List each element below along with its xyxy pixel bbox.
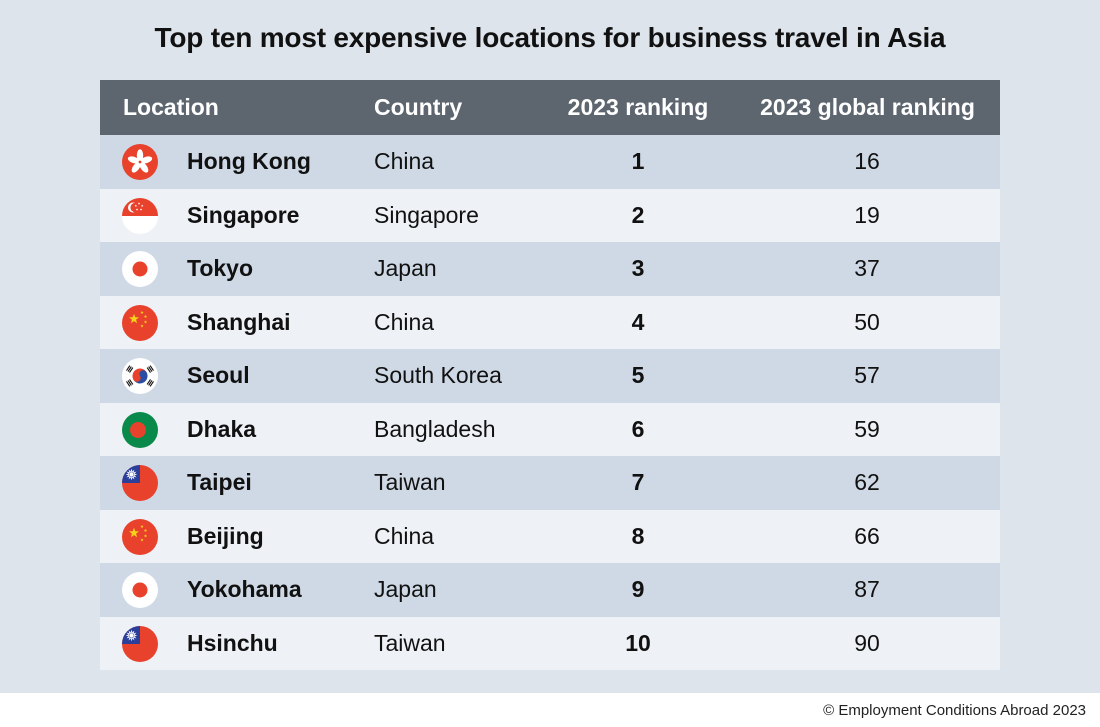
country-cell: Singapore xyxy=(374,201,479,228)
location-cell: Seoul xyxy=(187,362,250,389)
table-row: Shanghai China 4 50 xyxy=(100,295,1000,349)
ranking-cell: 10 xyxy=(625,629,651,656)
country-cell: South Korea xyxy=(374,362,502,389)
table-row: Hong Kong China 1 16 xyxy=(100,135,1000,189)
global-ranking-cell: 66 xyxy=(854,522,880,549)
global-ranking-cell: 19 xyxy=(854,201,880,228)
location-cell: Hong Kong xyxy=(187,148,311,175)
ranking-cell: 7 xyxy=(631,469,645,496)
south-korea-flag-icon xyxy=(122,358,158,394)
country-cell: China xyxy=(374,522,435,549)
japan-flag-icon xyxy=(122,251,158,287)
ranking-cell: 8 xyxy=(631,522,645,549)
table-row: Yokohama Japan 9 87 xyxy=(100,563,1000,617)
china-flag-icon xyxy=(122,304,158,341)
table-row: Hsinchu Taiwan 10 90 xyxy=(100,616,1000,670)
taiwan-flag-icon xyxy=(122,625,158,662)
column-header-global-ranking: 2023 global ranking xyxy=(760,94,975,120)
global-ranking-cell: 90 xyxy=(854,629,880,656)
table-row: Tokyo Japan 3 37 xyxy=(100,242,1000,296)
global-ranking-cell: 62 xyxy=(854,469,880,496)
country-cell: Japan xyxy=(374,255,437,282)
singapore-flag-icon xyxy=(122,197,158,234)
location-cell: Beijing xyxy=(187,522,264,549)
location-cell: Shanghai xyxy=(187,308,291,335)
column-header-ranking: 2023 ranking xyxy=(567,94,709,120)
table-row: Dhaka Bangladesh 6 59 xyxy=(100,402,1000,456)
chart-title: Top ten most expensive locations for bus… xyxy=(154,22,946,53)
global-ranking-cell: 16 xyxy=(854,148,880,175)
table-row: Seoul South Korea 5 57 xyxy=(100,349,1000,403)
japan-flag-icon xyxy=(122,572,158,608)
china-flag-icon xyxy=(122,518,158,555)
global-ranking-cell: 37 xyxy=(854,255,880,282)
global-ranking-cell: 87 xyxy=(854,576,880,603)
location-cell: Tokyo xyxy=(187,255,254,282)
ranking-table: Location Country 2023 ranking 2023 globa… xyxy=(100,80,1000,670)
ranking-cell: 9 xyxy=(631,576,645,603)
country-cell: Taiwan xyxy=(374,629,446,656)
ranking-cell: 2 xyxy=(631,201,645,228)
ranking-cell: 4 xyxy=(631,308,645,335)
ranking-cell: 6 xyxy=(631,415,645,442)
bangladesh-flag-icon xyxy=(122,411,158,448)
column-header-country: Country xyxy=(374,94,463,120)
table-header: Location Country 2023 ranking 2023 globa… xyxy=(100,80,1000,135)
country-cell: China xyxy=(374,308,435,335)
ranking-cell: 1 xyxy=(631,148,645,175)
country-cell: China xyxy=(374,148,435,175)
country-cell: Bangladesh xyxy=(374,415,496,442)
table-row: Taipei Taiwan 7 62 xyxy=(100,456,1000,510)
location-cell: Hsinchu xyxy=(187,629,278,656)
column-header-location: Location xyxy=(123,94,219,120)
country-cell: Taiwan xyxy=(374,469,446,496)
location-cell: Dhaka xyxy=(187,415,257,442)
table-body: Hong Kong China 1 16 Singapore Singapore 2 19 … xyxy=(100,135,1000,670)
global-ranking-cell: 59 xyxy=(854,415,880,442)
location-cell: Singapore xyxy=(187,201,300,228)
taiwan-flag-icon xyxy=(122,465,158,501)
global-ranking-cell: 50 xyxy=(854,308,880,335)
global-ranking-cell: 57 xyxy=(854,362,880,389)
country-cell: Japan xyxy=(374,576,437,603)
ranking-cell: 5 xyxy=(631,362,645,389)
table-row: Beijing China 8 66 xyxy=(100,509,1000,563)
location-cell: Taipei xyxy=(187,469,252,496)
copyright-footer: © Employment Conditions Abroad 2023 xyxy=(823,702,1086,719)
hong-kong-flag-icon xyxy=(122,144,158,180)
location-cell: Yokohama xyxy=(187,576,302,603)
table-row: Singapore Singapore 2 19 xyxy=(100,188,1000,242)
ranking-cell: 3 xyxy=(631,255,645,282)
